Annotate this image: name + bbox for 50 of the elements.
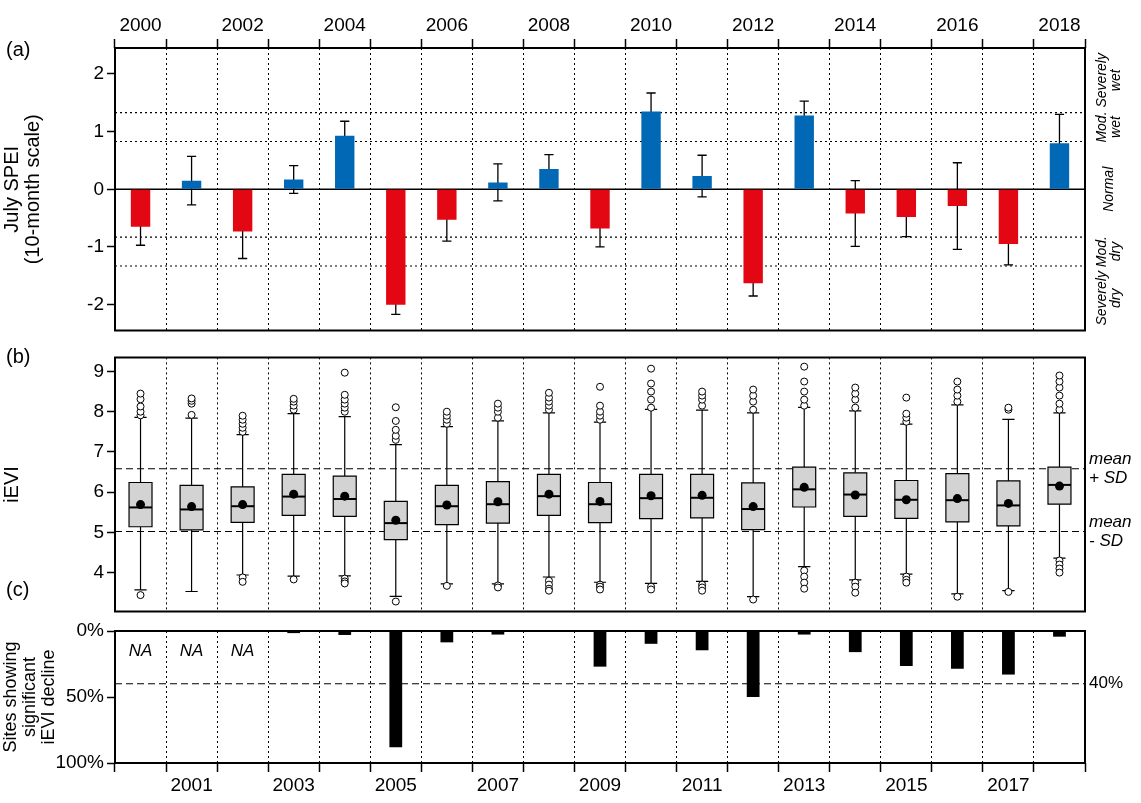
x-tick-label: 2004 [323,13,367,35]
ref-line-label: mean + SD [1089,449,1132,488]
text: Severely wet [1092,52,1123,108]
x-tick-label: 2009 [578,773,622,795]
x-tick-label: 2005 [374,773,417,795]
y-tick-label: 0% [76,619,105,641]
x-tick-label: 2016 [936,13,979,35]
text: Severely dry [1092,270,1123,326]
y-tick-label: 2 [93,62,104,84]
x-tick-label: 2001 [170,773,213,795]
text: NA [128,641,153,661]
y-tick-label: 9 [93,359,104,381]
x-tick-label: 2017 [987,773,1030,795]
text: Normal [1099,165,1116,212]
y-tick-label: 8 [93,399,104,421]
text: Mod. dry [1092,236,1123,268]
text: Mod. wet [1092,111,1123,143]
y-axis-title: iEVI [0,466,23,503]
chart-title: (a) [6,38,31,61]
text: NA [230,641,255,661]
y-tick-label: 1 [93,119,104,141]
y-tick-label: 50% [65,685,105,707]
x-tick-label: 2003 [272,773,315,795]
y-tick-label: 100% [55,751,105,773]
x-tick-label: 2010 [629,13,673,35]
y-tick-label: 7 [93,440,104,462]
x-tick-label: 2015 [885,773,928,795]
x-tick-label: 2014 [834,13,877,35]
ref-line-label: 40% [1089,673,1124,693]
y-tick-label: 0 [93,177,104,199]
chart-title: (c) [6,578,30,601]
y-tick-label: 5 [93,520,104,542]
y-axis-title: July SPEI (10-month scale) [0,114,44,265]
x-tick-label: 2013 [783,773,826,795]
y-tick-label: 4 [93,560,105,582]
x-tick-label: 2011 [681,773,723,795]
y-axis-title: Sites showing significant iEVI decline [0,641,59,753]
text: NA [179,641,204,661]
x-tick-label: 2006 [425,13,468,35]
x-tick-label: 2012 [732,13,775,35]
y-tick-label: -1 [87,235,104,257]
y-tick-label: 6 [93,480,104,502]
chart-title: (b) [6,345,31,368]
ref-line-label: mean - SD [1089,511,1132,550]
x-tick-label: 2002 [221,13,264,35]
x-tick-label: 2018 [1038,13,1081,35]
x-tick-label: 2008 [527,13,571,35]
x-tick-label: 2007 [476,773,520,795]
x-tick-label: 2000 [119,13,162,35]
y-tick-label: -2 [87,292,104,314]
